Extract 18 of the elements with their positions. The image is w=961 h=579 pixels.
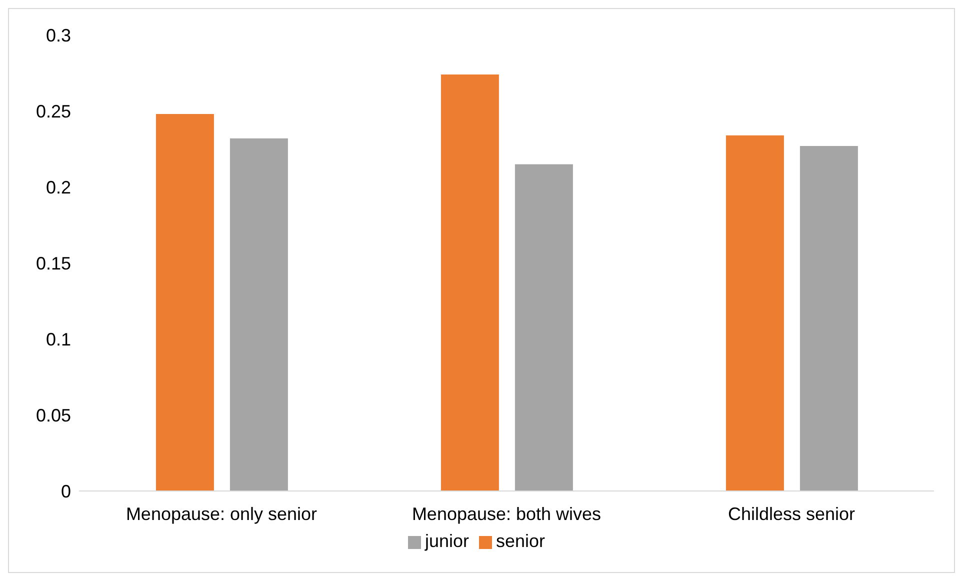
- legend-label: junior: [424, 531, 469, 551]
- y-tick-label: 0: [60, 481, 71, 502]
- y-tick-label: 0.15: [36, 253, 71, 274]
- legend-label: senior: [496, 531, 546, 551]
- x-tick-label: Menopause: both wives: [412, 504, 602, 524]
- bar: [440, 74, 499, 491]
- y-tick-label: 0.05: [36, 405, 71, 426]
- bar: [230, 138, 288, 491]
- y-tick-label: 0.3: [46, 25, 71, 46]
- x-tick-label: Childless senior: [728, 504, 856, 524]
- y-tick-label: 0.1: [46, 329, 71, 350]
- bar: [800, 146, 858, 491]
- bar: [726, 135, 784, 491]
- y-tick-label: 0.25: [36, 101, 71, 122]
- bar: [514, 164, 573, 491]
- bar: [156, 114, 214, 491]
- y-tick-label: 0.2: [46, 177, 71, 198]
- x-tick-label: Menopause: only senior: [126, 504, 318, 524]
